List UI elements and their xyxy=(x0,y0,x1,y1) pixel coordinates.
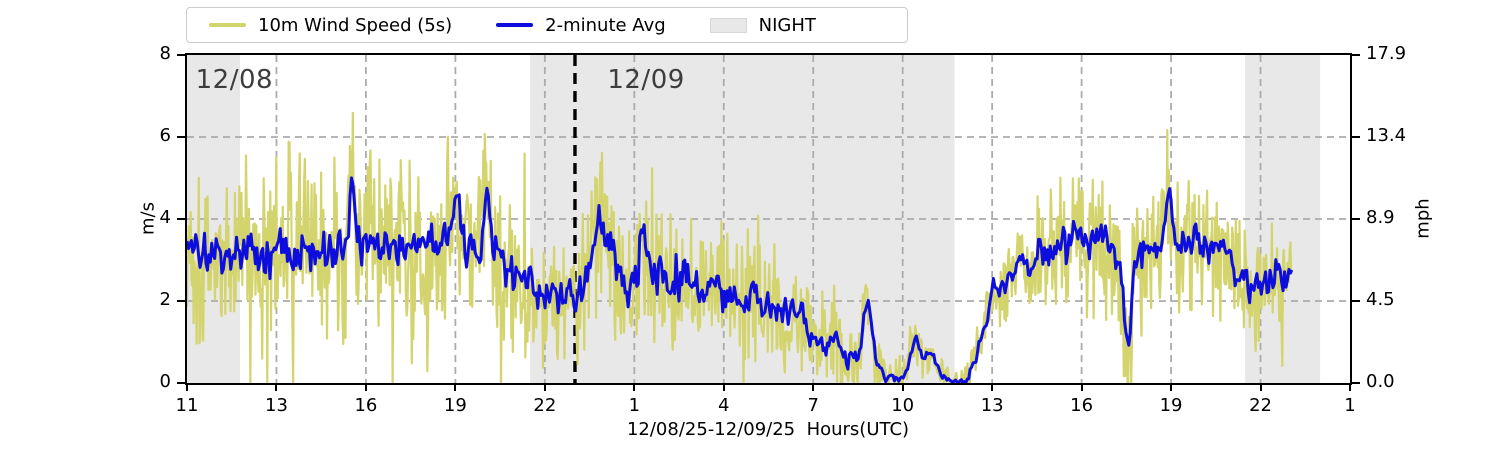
y-right-tick-label: 0.0 xyxy=(1366,371,1395,392)
x-tick-label: 22 xyxy=(1249,395,1272,416)
y-right-tickmark xyxy=(1352,300,1360,302)
chart-legend: 10m Wind Speed (5s) 2-minute Avg NIGHT xyxy=(186,7,908,43)
x-tick-label: 13 xyxy=(265,395,288,416)
x-tick-label: 1 xyxy=(1344,395,1356,416)
x-tick-label: 7 xyxy=(807,395,819,416)
y-left-tickmark xyxy=(177,54,185,56)
x-tick-label: 10 xyxy=(891,395,915,416)
x-tick-label: 4 xyxy=(718,395,730,416)
x-tick-label: 19 xyxy=(443,395,467,416)
night-patch-swatch xyxy=(709,17,747,33)
annotation-date-12-09: 12/09 xyxy=(607,65,685,95)
legend-item-avg-wind: 2-minute Avg xyxy=(496,15,666,36)
x-tick-label: 16 xyxy=(1070,395,1094,416)
y-right-tick-label: 13.4 xyxy=(1366,125,1407,146)
y-right-tickmark xyxy=(1352,382,1360,384)
legend-item-night: NIGHT xyxy=(709,14,816,36)
x-tickmark xyxy=(543,383,546,391)
x-tick-label: 16 xyxy=(354,395,378,416)
x-tickmark xyxy=(633,383,636,391)
avg-wind-line-swatch xyxy=(496,23,534,27)
avg-wind-speed-line xyxy=(187,176,1294,383)
annotation-date-12-08: 12/08 xyxy=(195,65,274,95)
x-tick-label: 1 xyxy=(628,395,641,416)
x-tickmark xyxy=(722,383,725,391)
y-left-tickmark xyxy=(177,300,185,302)
x-axis-label: 12/08/25-12/09/25 Hours(UTC) xyxy=(626,419,910,440)
y-left-tickmark xyxy=(177,382,185,384)
y-left-tick-label: 2 xyxy=(159,289,171,310)
legend-label-raw-wind: 10m Wind Speed (5s) xyxy=(258,14,453,36)
x-tickmark xyxy=(991,383,994,391)
x-tickmark xyxy=(1349,383,1351,391)
x-tick-label: 19 xyxy=(1159,395,1183,416)
y-left-tick-label: 4 xyxy=(159,207,171,228)
y-right-tickmark xyxy=(1352,136,1360,138)
plot-area: 12/08 12/09 xyxy=(185,53,1352,385)
x-tickmark xyxy=(1259,383,1262,391)
x-tickmark xyxy=(454,383,457,391)
y-right-tick-label: 17.9 xyxy=(1366,43,1407,64)
y-axis-label-right: mph xyxy=(1412,198,1434,239)
wind-speed-line-swatch xyxy=(209,23,246,27)
x-tickmark xyxy=(1170,383,1173,391)
y-right-tick-label: 4.5 xyxy=(1366,289,1395,310)
y-right-tickmark xyxy=(1352,218,1360,220)
x-tickmark xyxy=(364,383,367,391)
y-left-tickmark xyxy=(177,136,185,138)
y-left-tickmark xyxy=(177,218,185,220)
x-tickmark xyxy=(1080,383,1083,391)
x-tickmark xyxy=(812,383,815,391)
x-tick-label: 22 xyxy=(533,395,557,416)
x-tick-label: 11 xyxy=(175,395,199,416)
legend-item-raw-wind: 10m Wind Speed (5s) xyxy=(209,15,452,36)
chart-plot-svg xyxy=(187,55,1350,383)
legend-label-night: NIGHT xyxy=(758,14,816,36)
x-tickmark xyxy=(186,383,188,391)
y-right-tick-label: 8.9 xyxy=(1366,207,1395,228)
x-tick-label: 13 xyxy=(980,395,1004,416)
x-tickmark xyxy=(901,383,904,391)
y-left-tick-label: 0 xyxy=(159,371,171,392)
x-tickmark xyxy=(275,383,278,391)
y-right-tickmark xyxy=(1352,54,1360,56)
raw-wind-speed-line xyxy=(187,111,1293,383)
y-left-tick-label: 6 xyxy=(159,125,171,146)
y-axis-label-left: m/s xyxy=(137,202,159,235)
y-left-tick-label: 8 xyxy=(159,43,171,64)
legend-label-avg-wind: 2-minute Avg xyxy=(545,14,666,36)
